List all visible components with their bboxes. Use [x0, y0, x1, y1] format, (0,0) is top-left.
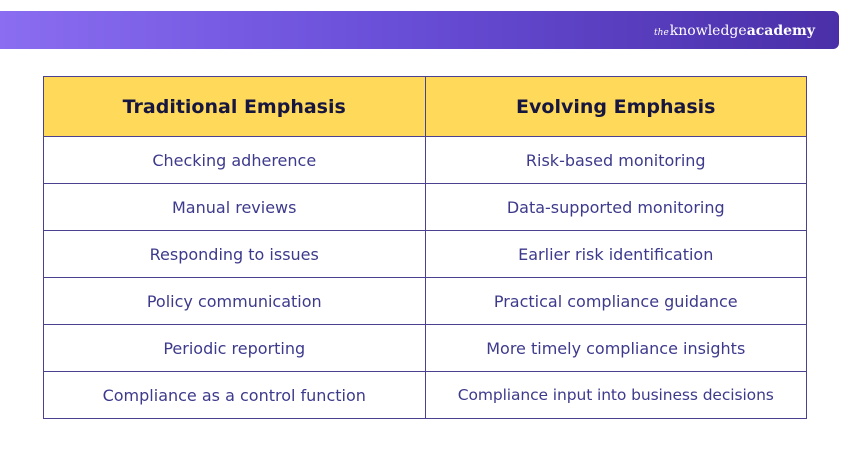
traditional-cell: Policy communication — [43, 277, 426, 325]
evolving-cell: Compliance input into business decisions — [424, 371, 807, 419]
table-row: Checking adherence Risk-based monitoring — [43, 136, 807, 184]
brand-logo: theknowledgeacademy — [654, 20, 815, 43]
header-evolving-emphasis: Evolving Emphasis — [424, 76, 807, 137]
traditional-cell: Checking adherence — [43, 136, 426, 184]
evolving-cell: Risk-based monitoring — [424, 136, 807, 184]
brand-logo-academy: academy — [746, 23, 815, 39]
evolving-cell: Data-supported monitoring — [424, 183, 807, 231]
comparison-table: Traditional Emphasis Evolving Emphasis C… — [43, 76, 807, 419]
table-header-row: Traditional Emphasis Evolving Emphasis — [43, 76, 807, 137]
evolving-cell: Practical compliance guidance — [424, 277, 807, 325]
evolving-cell: Earlier risk identification — [424, 230, 807, 278]
table-row: Periodic reporting More timely complianc… — [43, 324, 807, 372]
top-banner: theknowledgeacademy — [0, 11, 839, 49]
traditional-cell: Manual reviews — [43, 183, 426, 231]
traditional-cell: Responding to issues — [43, 230, 426, 278]
table-row: Compliance as a control function Complia… — [43, 371, 807, 419]
brand-logo-the: the — [654, 28, 669, 38]
header-traditional-emphasis: Traditional Emphasis — [43, 76, 426, 137]
table-row: Responding to issues Earlier risk identi… — [43, 230, 807, 278]
evolving-cell: More timely compliance insights — [424, 324, 807, 372]
table-row: Manual reviews Data-supported monitoring — [43, 183, 807, 231]
brand-logo-knowledge: knowledge — [669, 23, 747, 39]
traditional-cell: Periodic reporting — [43, 324, 426, 372]
traditional-cell: Compliance as a control function — [43, 371, 426, 419]
table-row: Policy communication Practical complianc… — [43, 277, 807, 325]
